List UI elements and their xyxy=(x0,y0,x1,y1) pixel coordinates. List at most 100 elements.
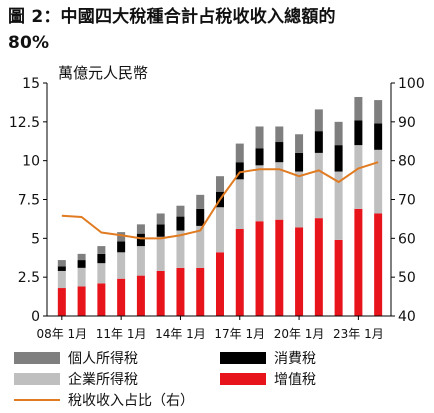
legend-consumption-tax: 消費稅 xyxy=(220,348,316,368)
bar-vat-19年 xyxy=(275,219,284,316)
bar-individual-12年 xyxy=(136,224,145,234)
bar-vat-10年 xyxy=(97,283,106,316)
unit-label: 萬億元人民幣 xyxy=(58,64,148,82)
right-tick-label-40: 40 xyxy=(398,309,416,325)
bar-consumption-09年 xyxy=(77,260,86,268)
bar-corporate-13年 xyxy=(156,236,165,271)
x-tick-label-5: 23年 1月 xyxy=(333,327,384,341)
bar-vat-18年 xyxy=(255,221,264,316)
x-tick-label-2: 14年 1月 xyxy=(155,327,206,341)
chart-title: 圖 2：中國四大稅種合計占稅收收入總額的 80% xyxy=(8,4,428,56)
bar-corporate-23年 xyxy=(354,145,363,209)
bar-corporate-20年 xyxy=(295,171,304,228)
bar-consumption-21年 xyxy=(314,131,323,153)
bar-vat-15年 xyxy=(196,267,205,316)
bar-corporate-11年 xyxy=(117,252,126,279)
bar-individual-24年 xyxy=(374,100,383,124)
bar-individual-08年 xyxy=(57,260,66,267)
bar-corporate-14年 xyxy=(176,230,185,268)
bar-consumption-19年 xyxy=(275,142,284,163)
bar-individual-13年 xyxy=(156,213,165,225)
bar-consumption-18年 xyxy=(255,148,264,166)
bar-consumption-22年 xyxy=(334,145,343,172)
bar-individual-14年 xyxy=(176,205,185,217)
legend-tax-ratio: 稅收收入占比（右） xyxy=(14,390,194,410)
bar-corporate-21年 xyxy=(314,152,323,219)
bar-vat-14年 xyxy=(176,267,185,316)
bar-vat-24年 xyxy=(374,213,383,316)
legend-label-individual: 個人所得稅 xyxy=(68,351,138,367)
legend-swatch-vat xyxy=(220,373,266,385)
bar-vat-21年 xyxy=(314,218,323,316)
bar-vat-08年 xyxy=(57,288,66,316)
left-tick-label-12.5: 12.5 xyxy=(9,115,40,131)
right-tick-label-100: 100 xyxy=(398,76,425,92)
right-tick-label-70: 70 xyxy=(398,193,416,209)
x-tick-label-1: 11年 1月 xyxy=(96,327,147,341)
right-tick-label-60: 60 xyxy=(398,231,416,247)
bar-consumption-10年 xyxy=(97,253,106,264)
bar-consumption-13年 xyxy=(156,224,165,237)
bar-corporate-15年 xyxy=(196,225,205,268)
right-tick-label-80: 80 xyxy=(398,154,416,170)
bar-corporate-24年 xyxy=(374,149,383,214)
legend-label-consumption: 消費稅 xyxy=(274,351,316,367)
chart-title-line-1: 圖 2：中國四大稅種合計占稅收收入總額的 xyxy=(8,7,336,27)
left-tick-label-2.5: 2.5 xyxy=(18,270,40,286)
bar-corporate-12年 xyxy=(136,246,145,276)
bar-individual-11年 xyxy=(117,232,126,242)
bar-vat-09年 xyxy=(77,286,86,316)
bar-vat-11年 xyxy=(117,278,126,316)
bar-individual-10年 xyxy=(97,246,106,254)
bar-vat-12年 xyxy=(136,275,145,316)
x-tick-label-3: 17年 1月 xyxy=(214,327,265,341)
bar-consumption-24年 xyxy=(374,123,383,150)
bar-corporate-17年 xyxy=(235,179,244,230)
ratio-line xyxy=(61,161,379,240)
legend-label-vat: 增值稅 xyxy=(274,372,316,388)
bar-individual-23年 xyxy=(354,96,363,121)
legend-individual-tax: 個人所得稅 xyxy=(14,348,138,368)
bar-individual-21年 xyxy=(314,109,323,132)
bar-individual-22年 xyxy=(334,121,343,146)
left-tick-label-7.5: 7.5 xyxy=(18,193,40,209)
bar-consumption-11年 xyxy=(117,241,126,253)
bar-vat-20年 xyxy=(295,227,304,316)
legend-swatch-individual xyxy=(14,352,60,364)
bar-individual-16年 xyxy=(215,176,224,192)
bar-corporate-16年 xyxy=(215,207,224,253)
bar-consumption-08年 xyxy=(57,266,66,271)
x-tick-label-0: 08年 1月 xyxy=(36,327,87,341)
legend-vat: 增值稅 xyxy=(220,369,316,389)
chart-title-line-2: 80% xyxy=(8,33,50,53)
legend-swatch-consumption xyxy=(220,352,266,364)
x-tick-label-4: 20年 1月 xyxy=(274,327,325,341)
bar-consumption-17年 xyxy=(235,162,244,180)
bar-consumption-15年 xyxy=(196,208,205,226)
bar-consumption-12年 xyxy=(136,233,145,247)
left-tick-label-15: 15 xyxy=(22,76,40,92)
bar-corporate-18年 xyxy=(255,165,264,222)
bar-corporate-10年 xyxy=(97,263,106,284)
bar-consumption-23年 xyxy=(354,120,363,146)
bar-individual-09年 xyxy=(77,253,86,261)
bar-corporate-09年 xyxy=(77,267,86,287)
legend-corporate-tax: 企業所得稅 xyxy=(14,369,138,389)
bar-individual-15年 xyxy=(196,194,205,209)
right-tick-label-50: 50 xyxy=(398,270,416,286)
legend-swatch-corporate xyxy=(14,373,60,385)
bar-individual-17年 xyxy=(235,143,244,163)
bar-vat-13年 xyxy=(156,270,165,316)
legend-swatch-ratio-line xyxy=(14,399,60,401)
bar-corporate-08年 xyxy=(57,270,66,289)
bar-individual-19年 xyxy=(275,126,284,143)
bar-corporate-19年 xyxy=(275,162,284,220)
left-tick-label-10: 10 xyxy=(22,154,40,170)
legend-label-ratio: 稅收收入占比（右） xyxy=(68,393,194,409)
bar-consumption-20年 xyxy=(295,152,304,172)
bar-corporate-22年 xyxy=(334,171,343,240)
bar-vat-17年 xyxy=(235,229,244,316)
right-tick-label-90: 90 xyxy=(398,115,416,131)
bar-individual-20年 xyxy=(295,134,304,153)
